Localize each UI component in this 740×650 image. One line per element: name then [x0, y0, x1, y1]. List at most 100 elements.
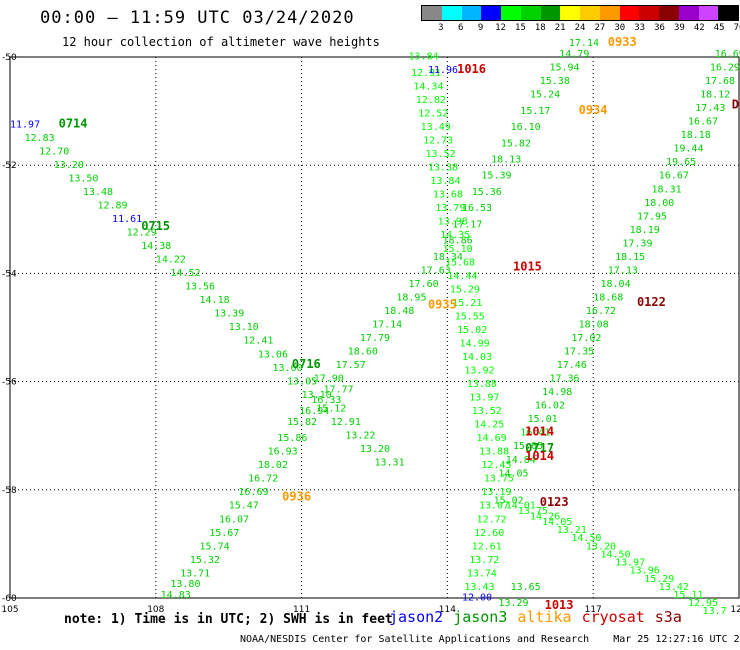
- data-point: 12.72: [477, 514, 507, 525]
- track-time-label: 0714: [59, 116, 88, 130]
- data-point: 11.96: [428, 65, 458, 76]
- legend-jason3: jason3: [453, 608, 508, 626]
- data-point: 14.34: [413, 81, 443, 92]
- data-point: 15.29: [644, 574, 674, 585]
- data-point: 15.36: [472, 187, 502, 198]
- data-point: 13.49: [421, 122, 451, 133]
- data-point: 16.67: [659, 171, 689, 182]
- satellite-legend: jason2 jason3 altika cryosat s3a: [389, 608, 692, 626]
- data-point: 11.97: [10, 119, 40, 130]
- data-point: 13.07: [479, 501, 509, 512]
- color-scale-label: 3: [438, 23, 444, 33]
- footnote: note: 1) Time is in UTC; 2) SWH is in fe…: [64, 612, 393, 627]
- data-point: 14.05: [498, 468, 528, 479]
- data-point: 13.06: [258, 349, 288, 360]
- data-point: 18.60: [348, 347, 378, 358]
- legend-s3a: s3a: [654, 608, 682, 626]
- data-point: 18.00: [644, 198, 674, 209]
- data-point: 13.84: [409, 52, 439, 63]
- data-point: 13.74: [467, 568, 497, 579]
- color-scale-label: 21: [554, 23, 566, 33]
- y-tick-label: -52: [2, 161, 17, 171]
- data-point: 18.48: [384, 306, 414, 317]
- data-point: 16.72: [248, 474, 278, 485]
- data-point: 13.43: [464, 582, 494, 593]
- data-point: 12.45: [481, 460, 511, 471]
- color-swatch: [718, 6, 738, 20]
- color-scale-legend: 36912151821242730333639424570(ft): [421, 5, 740, 33]
- y-tick-label: -58: [2, 486, 17, 496]
- data-point: 18.08: [579, 320, 609, 331]
- data-point: 13.50: [68, 173, 98, 184]
- data-point: 16.10: [511, 122, 541, 133]
- color-scale-labels: 36912151821242730333639424570(ft): [421, 21, 740, 33]
- data-point: 12.52: [418, 109, 448, 120]
- data-point: 13.97: [469, 393, 499, 404]
- color-scale-label: 36: [654, 23, 665, 33]
- data-point: 17.95: [637, 211, 667, 222]
- data-point: 13.88: [479, 447, 509, 458]
- data-point: 16.53: [462, 203, 492, 214]
- data-point: 18.31: [652, 184, 682, 195]
- track-time-label: 0717: [525, 441, 554, 455]
- data-point: 12.95: [688, 598, 718, 609]
- data-point: 15.02: [494, 495, 524, 506]
- data-point: 13.72: [469, 555, 499, 566]
- data-point: 16.69: [238, 487, 268, 498]
- data-point: 16.02: [535, 401, 565, 412]
- data-point: 17.14: [372, 320, 402, 331]
- credit-text: NOAA/NESDIS Center for Satellite Applica…: [240, 634, 590, 645]
- data-point: 15.32: [190, 555, 220, 566]
- data-point: 17.13: [608, 265, 638, 276]
- data-point: 13.60: [272, 363, 302, 374]
- data-point: 12.83: [25, 133, 55, 144]
- data-point: 15.38: [540, 76, 570, 87]
- data-point: 12.91: [331, 417, 361, 428]
- legend-jason2: jason2: [389, 608, 444, 626]
- data-point: 13.98: [438, 217, 468, 228]
- x-tick-label: 117: [585, 605, 602, 615]
- track-time-label: 0936: [282, 490, 311, 504]
- color-swatch: [560, 6, 580, 20]
- data-point: 14.84: [506, 455, 536, 466]
- data-point: 16.29: [710, 63, 740, 74]
- y-tick-label: -56: [2, 378, 17, 388]
- data-point: 12.29: [127, 228, 157, 239]
- data-point: 11.61: [112, 214, 142, 225]
- color-swatch: [639, 6, 659, 20]
- data-point: 17.63: [421, 265, 451, 276]
- data-point: 14.52: [170, 268, 200, 279]
- data-point: 15.12: [316, 403, 346, 414]
- color-scale-label: 6: [458, 23, 464, 33]
- data-point: 18.86: [443, 236, 473, 247]
- y-tick-label: -54: [2, 269, 17, 279]
- data-point: 18.04: [600, 279, 630, 290]
- data-point: 13.56: [185, 282, 215, 293]
- data-point: 15.29: [450, 284, 480, 295]
- data-point: 14.05: [542, 517, 572, 528]
- color-scale-label: 70: [733, 23, 740, 33]
- data-point: 12.73: [423, 136, 453, 147]
- data-point: 13.52: [472, 406, 502, 417]
- color-swatch: [698, 6, 719, 20]
- data-point: 18.02: [258, 460, 288, 471]
- color-swatch: [481, 6, 501, 20]
- data-point: 13.05: [287, 376, 317, 387]
- data-point: 15.17: [520, 106, 550, 117]
- track-time-label: 0934: [579, 103, 608, 117]
- data-point: 12.60: [474, 528, 504, 539]
- data-point: 14.50: [571, 533, 601, 544]
- color-scale-label: 15: [514, 23, 526, 33]
- data-point: 18.95: [396, 292, 426, 303]
- data-point: 17.14: [569, 38, 599, 49]
- data-point: 16.69: [715, 49, 740, 60]
- data-point: 13.22: [345, 430, 375, 441]
- data-point: 14.83: [161, 590, 191, 601]
- data-point: 12.82: [416, 95, 446, 106]
- data-point: 13.68: [433, 190, 463, 201]
- data-point: 16.94: [299, 406, 329, 417]
- data-point: 16.41: [520, 428, 550, 439]
- data-point: 12.61: [472, 541, 502, 552]
- data-point: 13.75: [518, 506, 548, 517]
- data-point: 15.39: [481, 171, 511, 182]
